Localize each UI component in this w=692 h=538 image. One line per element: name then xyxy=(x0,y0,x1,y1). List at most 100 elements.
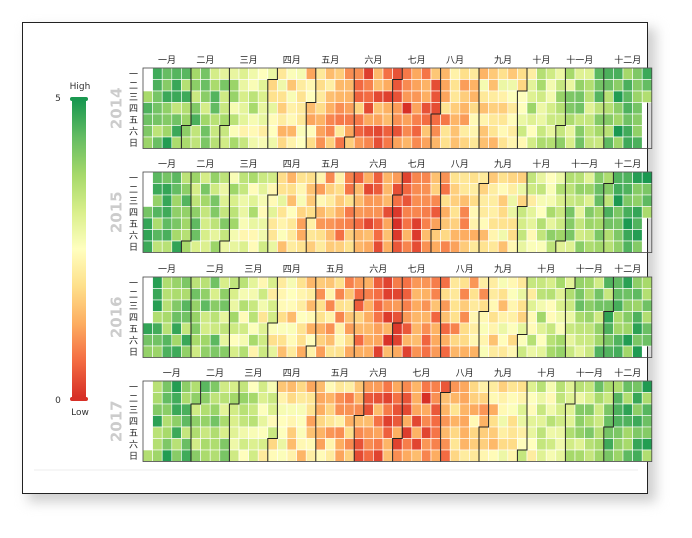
day-cell[interactable] xyxy=(277,113,288,126)
day-cell[interactable] xyxy=(334,136,345,149)
day-cell[interactable] xyxy=(238,449,249,462)
day-cell[interactable] xyxy=(257,136,269,149)
day-cell[interactable] xyxy=(181,403,192,416)
day-cell[interactable] xyxy=(574,229,585,242)
day-cell[interactable] xyxy=(315,240,326,253)
day-cell[interactable] xyxy=(305,67,317,80)
day-cell[interactable] xyxy=(632,311,643,324)
day-cell[interactable] xyxy=(209,276,221,289)
day-cell[interactable] xyxy=(296,322,307,335)
day-cell[interactable] xyxy=(507,171,518,184)
day-cell[interactable] xyxy=(574,334,585,347)
day-cell[interactable] xyxy=(411,113,422,126)
day-cell[interactable] xyxy=(161,334,173,347)
day-cell[interactable] xyxy=(632,276,643,289)
day-cell[interactable] xyxy=(622,90,633,103)
day-cell[interactable] xyxy=(632,438,643,451)
day-cell[interactable] xyxy=(622,380,633,393)
day-cell[interactable] xyxy=(315,67,326,80)
day-cell[interactable] xyxy=(209,438,221,451)
day-cell[interactable] xyxy=(545,183,557,196)
day-cell[interactable] xyxy=(545,334,557,347)
day-cell[interactable] xyxy=(440,288,451,301)
day-cell[interactable] xyxy=(401,79,413,92)
day-cell[interactable] xyxy=(603,102,614,115)
day-cell[interactable] xyxy=(411,79,422,92)
day-cell[interactable] xyxy=(622,345,633,358)
day-cell[interactable] xyxy=(613,276,624,289)
day-cell[interactable] xyxy=(181,67,192,80)
day-cell[interactable] xyxy=(305,102,317,115)
day-cell[interactable] xyxy=(257,449,269,462)
day-cell[interactable] xyxy=(526,415,537,428)
day-cell[interactable] xyxy=(305,194,317,207)
day-cell[interactable] xyxy=(469,67,480,80)
day-cell[interactable] xyxy=(497,392,509,405)
day-cell[interactable] xyxy=(353,67,365,80)
day-cell[interactable] xyxy=(200,113,211,126)
day-cell[interactable] xyxy=(171,345,182,358)
day-cell[interactable] xyxy=(382,194,393,207)
day-cell[interactable] xyxy=(401,311,413,324)
day-cell[interactable] xyxy=(526,171,537,184)
day-cell[interactable] xyxy=(209,240,221,253)
day-cell[interactable] xyxy=(257,102,269,115)
day-cell[interactable] xyxy=(497,102,509,115)
day-cell[interactable] xyxy=(478,171,489,184)
day-cell[interactable] xyxy=(344,125,355,138)
day-cell[interactable] xyxy=(440,392,451,405)
day-cell[interactable] xyxy=(363,125,374,138)
day-cell[interactable] xyxy=(248,311,259,324)
day-cell[interactable] xyxy=(536,113,547,126)
day-cell[interactable] xyxy=(219,426,230,439)
day-cell[interactable] xyxy=(488,171,499,184)
day-cell[interactable] xyxy=(478,67,489,80)
day-cell[interactable] xyxy=(161,171,173,184)
day-cell[interactable] xyxy=(517,426,528,439)
day-cell[interactable] xyxy=(325,403,336,416)
day-cell[interactable] xyxy=(286,345,297,358)
day-cell[interactable] xyxy=(382,415,393,428)
day-cell[interactable] xyxy=(401,438,413,451)
day-cell[interactable] xyxy=(584,206,595,219)
day-cell[interactable] xyxy=(488,288,499,301)
day-cell[interactable] xyxy=(382,90,393,103)
day-cell[interactable] xyxy=(440,345,451,358)
day-cell[interactable] xyxy=(238,183,249,196)
day-cell[interactable] xyxy=(277,67,288,80)
day-cell[interactable] xyxy=(430,426,441,439)
day-cell[interactable] xyxy=(296,415,307,428)
day-cell[interactable] xyxy=(344,299,355,312)
day-cell[interactable] xyxy=(517,194,528,207)
day-cell[interactable] xyxy=(574,206,585,219)
day-cell[interactable] xyxy=(277,136,288,149)
day-cell[interactable] xyxy=(382,322,393,335)
day-cell[interactable] xyxy=(296,380,307,393)
day-cell[interactable] xyxy=(286,449,297,462)
day-cell[interactable] xyxy=(526,67,537,80)
day-cell[interactable] xyxy=(229,206,240,219)
day-cell[interactable] xyxy=(459,217,470,230)
day-cell[interactable] xyxy=(555,392,566,405)
day-cell[interactable] xyxy=(229,183,240,196)
day-cell[interactable] xyxy=(248,334,259,347)
day-cell[interactable] xyxy=(632,183,643,196)
day-cell[interactable] xyxy=(401,426,413,439)
day-cell[interactable] xyxy=(603,380,614,393)
day-cell[interactable] xyxy=(401,288,413,301)
day-cell[interactable] xyxy=(517,90,528,103)
day-cell[interactable] xyxy=(613,403,624,416)
day-cell[interactable] xyxy=(257,438,269,451)
day-cell[interactable] xyxy=(488,125,499,138)
day-cell[interactable] xyxy=(574,67,585,80)
day-cell[interactable] xyxy=(257,240,269,253)
day-cell[interactable] xyxy=(325,380,336,393)
day-cell[interactable] xyxy=(641,334,653,347)
day-cell[interactable] xyxy=(181,183,192,196)
day-cell[interactable] xyxy=(622,426,633,439)
day-cell[interactable] xyxy=(248,322,259,335)
day-cell[interactable] xyxy=(584,171,595,184)
day-cell[interactable] xyxy=(229,334,240,347)
day-cell[interactable] xyxy=(565,90,576,103)
day-cell[interactable] xyxy=(459,113,470,126)
